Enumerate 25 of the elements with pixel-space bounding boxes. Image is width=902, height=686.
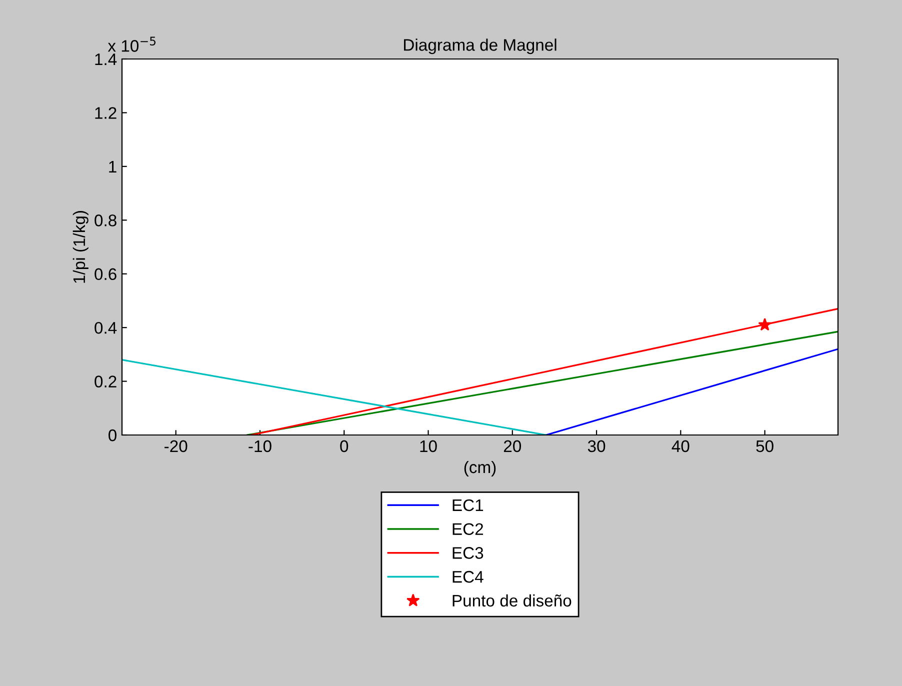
y-tick-label: 1.2 — [95, 107, 116, 119]
y-tick-label: 0.8 — [94, 214, 116, 226]
y-tick-label: 0.2 — [94, 376, 116, 388]
x-tick-label: 30 — [588, 440, 606, 452]
x-tick-label: -10 — [248, 440, 272, 452]
x-tick-label: -20 — [164, 440, 188, 452]
x-axis-title: (cm) — [464, 460, 496, 476]
chart-title: Diagrama de Magnel — [404, 38, 556, 54]
y-tick-label: 0.4 — [94, 322, 117, 334]
text: x 10$^{−5}$ — [108, 36, 156, 52]
x-tick-label: 50 — [756, 440, 774, 452]
legend-label: EC1 — [452, 499, 484, 512]
y-axis-title: 1/pi (1/kg) — [72, 210, 88, 283]
y-tick-label: 1 — [109, 161, 116, 172]
x-tick-label: 40 — [672, 440, 690, 452]
x-tick-label: 10 — [420, 440, 437, 452]
legend-label: Punto de diseño — [452, 594, 572, 607]
y-tick-label: 1.4 — [95, 54, 117, 66]
legend-label: EC3 — [452, 547, 484, 559]
y-tick-label: 0.6 — [94, 268, 116, 280]
legend-label: EC4 — [452, 570, 484, 583]
legend-label: EC2 — [452, 523, 484, 535]
x-tick-label: 0 — [340, 440, 348, 452]
y-tick-label: 0 — [108, 429, 116, 442]
x-tick-label: 20 — [504, 440, 522, 452]
